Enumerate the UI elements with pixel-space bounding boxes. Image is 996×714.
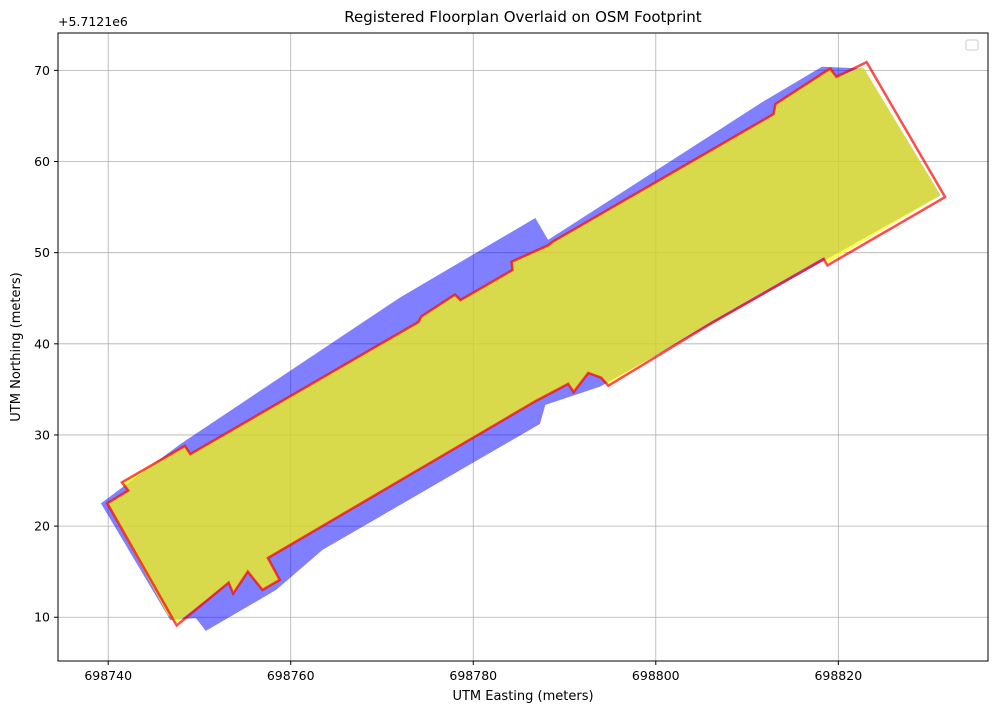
x-tick-label: 698780 (449, 668, 497, 683)
y-tick-label: 50 (34, 245, 50, 260)
polygon-area (107, 66, 941, 623)
y-tick-label: 60 (34, 154, 50, 169)
x-tick-label: 698820 (814, 668, 862, 683)
x-tick-label: 698740 (84, 668, 132, 683)
x-tick-label: 698760 (267, 668, 315, 683)
legend-box (965, 39, 979, 51)
x-axis-label: UTM Easting (meters) (452, 689, 593, 704)
y-tick-label: 10 (34, 610, 50, 625)
y-tick-label: 40 (34, 336, 50, 351)
y-offset-label: +5.7121e6 (58, 14, 128, 29)
y-axis-label: UTM Northing (meters) (9, 272, 24, 421)
chart-title: Registered Floorplan Overlaid on OSM Foo… (344, 8, 701, 26)
y-tick-label: 20 (34, 519, 50, 534)
axes-frame (57, 32, 989, 662)
x-tick-label: 698800 (632, 668, 680, 683)
y-tick-label: 70 (34, 63, 50, 78)
polygon-outline (105, 60, 947, 628)
y-tick-label: 30 (34, 427, 50, 442)
